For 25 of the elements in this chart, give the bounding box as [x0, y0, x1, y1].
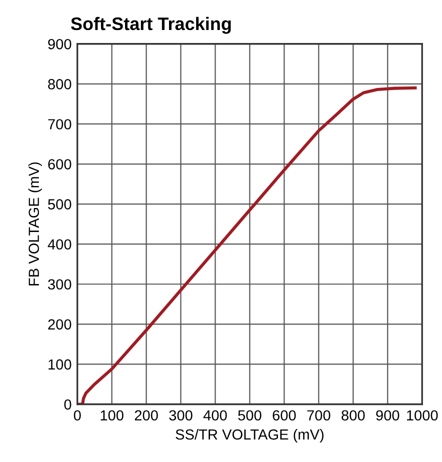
y-tick-label: 800	[48, 79, 72, 90]
x-tick-label: 0	[74, 410, 81, 421]
y-tick-label: 400	[48, 239, 72, 250]
y-tick-label: 500	[48, 199, 72, 210]
x-axis-title: SS/TR VOLTAGE (mV)	[176, 428, 324, 443]
y-tick-label: 100	[48, 359, 72, 370]
x-tick-label: 300	[169, 410, 192, 421]
y-tick-label: 600	[48, 159, 72, 170]
x-tick-label: 1000	[407, 410, 438, 421]
x-tick-label: 900	[376, 410, 400, 421]
y-tick-label: 900	[48, 38, 72, 50]
chart-title: Soft-Start Tracking	[70, 16, 231, 34]
y-tick-label: 700	[48, 119, 72, 130]
line-series	[77, 86, 417, 404]
x-tick-label: 400	[203, 410, 227, 421]
x-tick-label: 800	[342, 410, 365, 421]
x-tick-label: 600	[272, 410, 296, 421]
y-tick-label: 300	[48, 279, 72, 290]
x-tick-label: 500	[238, 410, 262, 421]
x-tick-label: 100	[100, 410, 124, 421]
y-tick-label: 200	[48, 319, 72, 330]
x-tick-label: 700	[307, 410, 330, 421]
y-tick-label: 0	[64, 399, 72, 410]
x-tick-label: 200	[134, 410, 158, 421]
y-axis-title: FB VOLTAGE (mV)	[28, 162, 42, 286]
